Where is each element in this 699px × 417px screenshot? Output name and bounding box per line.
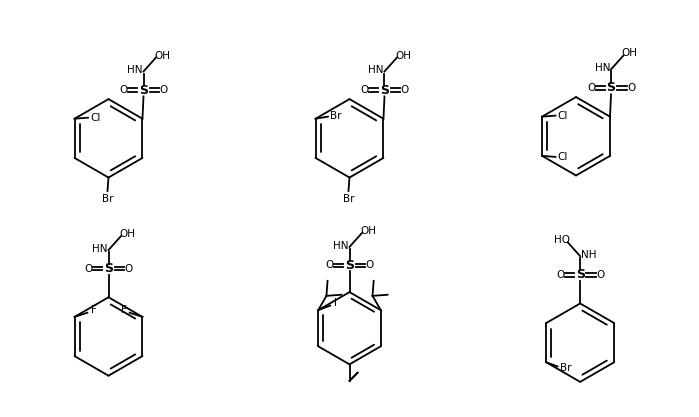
Text: O: O (120, 85, 128, 95)
Text: HO: HO (554, 235, 570, 245)
Text: O: O (627, 83, 635, 93)
Text: S: S (139, 83, 148, 96)
Text: Cl: Cl (558, 152, 568, 162)
Text: Br: Br (331, 111, 342, 121)
Text: S: S (104, 262, 113, 275)
Text: Cl: Cl (90, 113, 101, 123)
Text: OH: OH (154, 50, 170, 60)
Text: O: O (401, 85, 409, 95)
Text: O: O (587, 83, 595, 93)
Text: HN: HN (92, 244, 108, 254)
Text: F: F (120, 305, 127, 315)
Text: S: S (576, 268, 584, 281)
Text: O: O (85, 264, 92, 274)
Text: HN: HN (368, 65, 384, 75)
Text: S: S (607, 81, 616, 95)
Text: F: F (91, 305, 96, 315)
Text: OH: OH (360, 226, 376, 236)
Text: HN: HN (595, 63, 610, 73)
Text: O: O (596, 270, 605, 280)
Text: Br: Br (560, 364, 572, 374)
Text: Br: Br (343, 194, 354, 204)
Text: HN: HN (127, 65, 143, 75)
Text: OH: OH (621, 48, 637, 58)
Text: Cl: Cl (558, 111, 568, 121)
Text: OH: OH (395, 50, 411, 60)
Text: S: S (345, 259, 354, 272)
Text: HN: HN (333, 241, 349, 251)
Text: Br: Br (102, 194, 113, 204)
Text: O: O (325, 261, 333, 271)
Text: NH: NH (581, 250, 596, 260)
Text: O: O (366, 261, 374, 271)
Text: O: O (361, 85, 368, 95)
Text: O: O (159, 85, 168, 95)
Text: O: O (556, 270, 564, 280)
Text: S: S (380, 83, 389, 96)
Text: OH: OH (119, 229, 135, 239)
Text: O: O (124, 264, 133, 274)
Text: I: I (333, 298, 337, 308)
